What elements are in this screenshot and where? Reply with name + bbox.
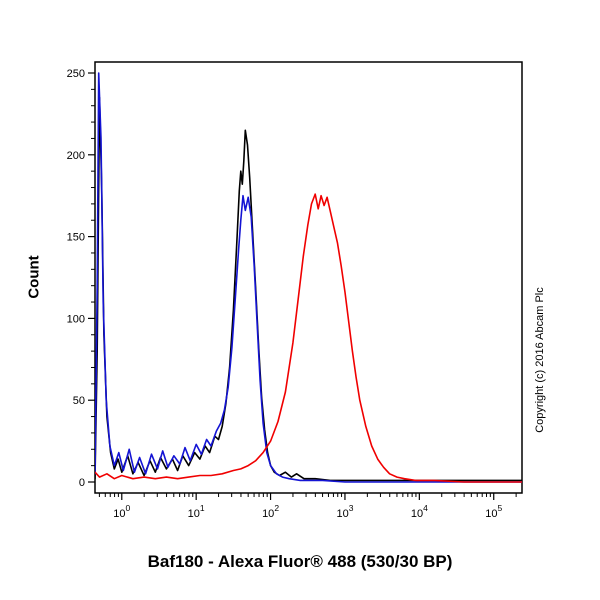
svg-text:250: 250	[67, 68, 85, 80]
svg-text:104: 104	[411, 503, 428, 520]
svg-text:100: 100	[67, 313, 85, 325]
svg-text:102: 102	[262, 503, 279, 520]
svg-text:100: 100	[113, 503, 130, 520]
svg-text:101: 101	[188, 503, 205, 520]
svg-text:150: 150	[67, 232, 85, 244]
svg-text:0: 0	[79, 477, 85, 489]
copyright-text: Copyright (c) 2016 Abcam Plc	[534, 287, 546, 433]
series-isotype-control-blue	[95, 72, 522, 483]
series-baf180-stained-red	[95, 193, 522, 483]
y-axis-label: Count	[25, 255, 43, 299]
svg-text:200: 200	[67, 150, 85, 162]
series-unlabelled-control-black	[95, 96, 522, 482]
svg-text:105: 105	[485, 503, 502, 520]
svg-text:50: 50	[73, 395, 85, 407]
chart-title: Baf180 - Alexa Fluor® 488 (530/30 BP)	[147, 552, 453, 571]
svg-text:103: 103	[336, 503, 353, 520]
